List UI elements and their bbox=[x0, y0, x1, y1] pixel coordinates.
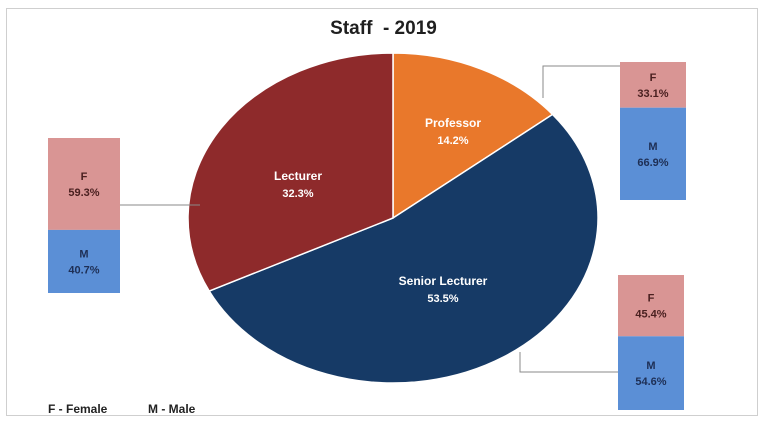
female-value-professor: 33.1% bbox=[637, 88, 668, 100]
male-letter-senior-lecturer: M bbox=[646, 360, 655, 372]
chart-title: Staff - 2019 bbox=[330, 18, 437, 39]
male-bar-professor bbox=[620, 107, 686, 200]
slice-value-label: 53.5% bbox=[427, 293, 458, 305]
female-bar-professor bbox=[620, 62, 686, 108]
male-bar-senior-lecturer bbox=[618, 336, 684, 410]
female-letter-professor: F bbox=[650, 72, 657, 84]
female-value-lecturer: 59.3% bbox=[68, 187, 99, 199]
legend-female: F - Female bbox=[48, 402, 108, 416]
pie-slice-lecturer bbox=[187, 52, 394, 292]
slice-label: Lecturer bbox=[274, 169, 322, 183]
male-bar-lecturer bbox=[48, 229, 120, 293]
slice-label: Professor bbox=[425, 116, 481, 130]
male-value-professor: 66.9% bbox=[637, 157, 668, 169]
female-letter-senior-lecturer: F bbox=[648, 293, 655, 305]
female-bar-senior-lecturer bbox=[618, 275, 684, 337]
male-value-lecturer: 40.7% bbox=[68, 264, 99, 276]
male-letter-lecturer: M bbox=[79, 248, 88, 260]
male-value-senior-lecturer: 54.6% bbox=[635, 376, 666, 388]
legend-male: M - Male bbox=[148, 402, 196, 416]
connector-line-professor bbox=[542, 65, 620, 98]
slice-value-label: 32.3% bbox=[282, 188, 313, 200]
pie-slice-professor bbox=[392, 52, 554, 220]
male-letter-professor: M bbox=[648, 141, 657, 153]
female-bar-lecturer bbox=[48, 138, 120, 230]
pie-slice-senior-lecturer bbox=[208, 113, 599, 384]
slice-label: Senior Lecturer bbox=[399, 274, 488, 288]
female-value-senior-lecturer: 45.4% bbox=[635, 309, 666, 321]
female-letter-lecturer: F bbox=[81, 171, 88, 183]
slice-value-label: 14.2% bbox=[437, 135, 468, 147]
connector-line-senior-lecturer bbox=[519, 352, 618, 373]
